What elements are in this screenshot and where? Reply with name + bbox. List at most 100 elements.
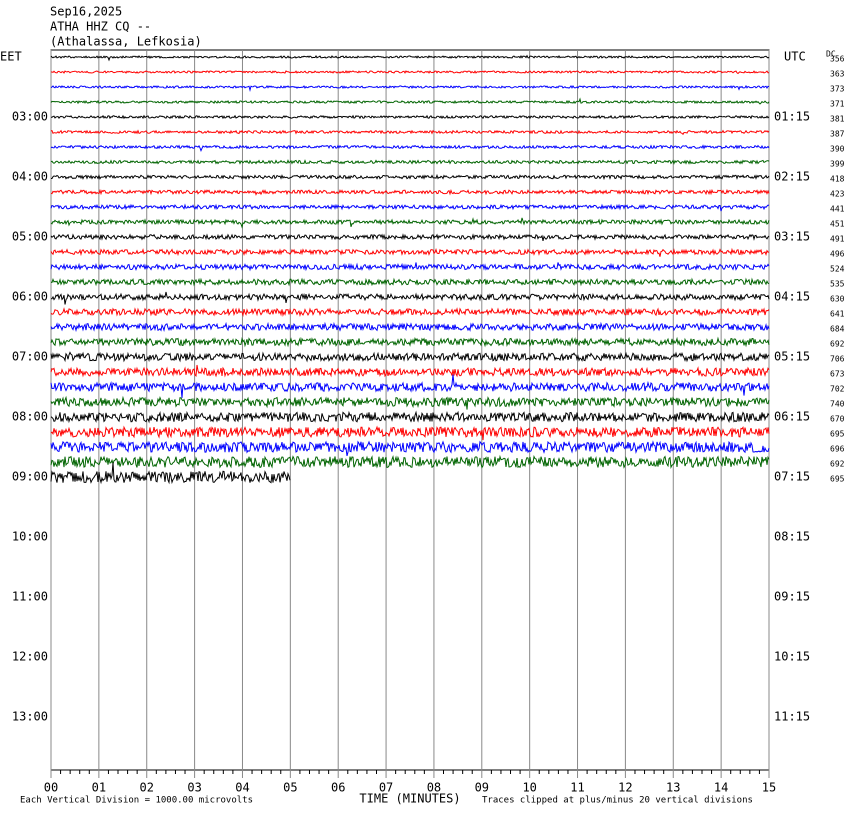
dc-offset: 390 bbox=[830, 145, 845, 154]
dc-offset: 696 bbox=[830, 445, 845, 454]
seismic-trace bbox=[50, 454, 770, 469]
seismic-trace bbox=[50, 425, 770, 441]
right-hour-label: 10:15 bbox=[774, 650, 810, 664]
seismic-trace bbox=[50, 321, 770, 333]
left-hour-label: 04:00 bbox=[12, 170, 48, 184]
dc-offset: 387 bbox=[830, 130, 845, 139]
dc-offset: 692 bbox=[830, 460, 845, 469]
left-axis-title: EET bbox=[0, 50, 22, 64]
dc-offset: 451 bbox=[830, 220, 845, 229]
dc-offset: 692 bbox=[830, 340, 845, 349]
plot-frame bbox=[50, 49, 770, 771]
right-axis-title: UTC bbox=[784, 50, 806, 64]
dc-offset: 399 bbox=[830, 160, 845, 169]
dc-offset: 695 bbox=[830, 430, 845, 439]
right-hour-label: 04:15 bbox=[774, 290, 810, 304]
right-hour-label: 01:15 bbox=[774, 110, 810, 124]
seismic-trace bbox=[51, 291, 770, 305]
dc-offset: 491 bbox=[830, 235, 845, 244]
dc-offset: 356 bbox=[830, 55, 845, 64]
seismic-trace bbox=[50, 129, 770, 136]
right-hour-label: 11:15 bbox=[774, 710, 810, 724]
x-tick-label: 04 bbox=[235, 781, 249, 795]
dc-offset: 630 bbox=[830, 295, 845, 304]
dc-offset: 740 bbox=[830, 400, 845, 409]
dc-offset: 702 bbox=[830, 385, 845, 394]
seismic-trace bbox=[51, 173, 770, 181]
clip-note: Traces clipped at plus/minus 20 vertical… bbox=[482, 796, 753, 806]
x-tick-label: 05 bbox=[283, 781, 297, 795]
right-hour-label: 02:15 bbox=[774, 170, 810, 184]
dc-offset: 363 bbox=[830, 70, 845, 79]
dc-offset: 524 bbox=[830, 265, 845, 274]
x-tick-label: 03 bbox=[187, 781, 201, 795]
x-tick-label: 10 bbox=[522, 781, 536, 795]
seismic-trace bbox=[50, 440, 770, 457]
dc-offset: 373 bbox=[830, 85, 845, 94]
seismic-trace bbox=[50, 462, 291, 485]
left-hour-label: 12:00 bbox=[12, 650, 48, 664]
dc-offset: 418 bbox=[830, 175, 845, 184]
dc-offset: 423 bbox=[830, 190, 845, 199]
seismic-trace bbox=[50, 247, 770, 257]
dc-offset: 706 bbox=[830, 355, 845, 364]
location: (Athalassa, Lefkosia) bbox=[50, 35, 202, 49]
seismic-trace bbox=[50, 159, 770, 165]
right-hour-label: 05:15 bbox=[774, 350, 810, 364]
left-hour-label: 03:00 bbox=[12, 110, 48, 124]
x-tick-label: 07 bbox=[379, 781, 393, 795]
x-tick-label: 01 bbox=[92, 781, 106, 795]
seismic-trace bbox=[50, 84, 770, 92]
seismic-trace bbox=[50, 351, 770, 363]
dc-offset: 673 bbox=[830, 370, 845, 379]
x-tick-label: 12 bbox=[618, 781, 632, 795]
seismic-trace bbox=[50, 277, 770, 287]
seismic-trace bbox=[50, 233, 770, 242]
x-tick-label: 08 bbox=[427, 781, 441, 795]
x-tick-label: 11 bbox=[570, 781, 584, 795]
seismic-trace bbox=[50, 410, 770, 424]
seismic-trace bbox=[50, 262, 770, 272]
left-hour-label: 08:00 bbox=[12, 410, 48, 424]
left-hour-label: 10:00 bbox=[12, 530, 48, 544]
x-tick-label: 14 bbox=[714, 781, 728, 795]
x-tick-label: 06 bbox=[331, 781, 345, 795]
seismic-trace bbox=[50, 144, 770, 152]
dc-offset: 695 bbox=[830, 475, 845, 484]
right-hour-label: 08:15 bbox=[774, 530, 810, 544]
date: Sep16,2025 bbox=[50, 5, 122, 19]
seismic-trace bbox=[50, 307, 770, 317]
seismic-trace bbox=[50, 70, 769, 75]
left-hour-label: 05:00 bbox=[12, 230, 48, 244]
dc-offset: 371 bbox=[830, 100, 845, 109]
right-hour-label: 03:15 bbox=[774, 230, 810, 244]
left-hour-label: 09:00 bbox=[12, 470, 48, 484]
scale-note: Each Vertical Division = 1000.00 microvo… bbox=[20, 796, 253, 806]
left-hour-label: 13:00 bbox=[12, 710, 48, 724]
x-tick-label: 02 bbox=[140, 781, 154, 795]
dc-offset: 684 bbox=[830, 325, 845, 334]
seismic-trace bbox=[50, 203, 770, 212]
x-axis-title: TIME (MINUTES) bbox=[359, 792, 460, 806]
seismic-trace bbox=[50, 188, 770, 196]
right-hour-label: 09:15 bbox=[774, 590, 810, 604]
dc-offset: 441 bbox=[830, 205, 845, 214]
dc-offset: 381 bbox=[830, 115, 845, 124]
seismic-trace bbox=[50, 97, 770, 105]
seismic-trace bbox=[50, 217, 770, 229]
left-hour-label: 07:00 bbox=[12, 350, 48, 364]
x-tick-label: 15 bbox=[762, 781, 776, 795]
seismic-trace bbox=[51, 114, 770, 120]
dc-offset: 535 bbox=[830, 280, 845, 289]
seismic-trace bbox=[50, 395, 770, 410]
x-tick-label: 09 bbox=[475, 781, 489, 795]
seismic-trace bbox=[50, 336, 770, 348]
seismic-trace bbox=[50, 54, 770, 62]
station: ATHA HHZ CQ -- bbox=[50, 20, 151, 34]
right-hour-label: 06:15 bbox=[774, 410, 810, 424]
dc-title: DC bbox=[826, 50, 836, 59]
left-hour-label: 06:00 bbox=[12, 290, 48, 304]
x-tick-label: 00 bbox=[44, 781, 58, 795]
x-tick-label: 13 bbox=[666, 781, 680, 795]
